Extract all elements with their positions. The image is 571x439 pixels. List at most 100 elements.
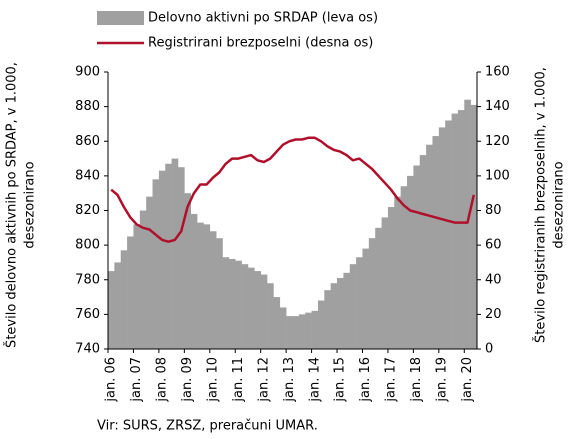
y2-tick-label: 0	[485, 342, 493, 357]
bar	[407, 175, 414, 349]
bar	[394, 196, 401, 349]
line-series	[110, 136, 476, 243]
bar	[146, 196, 153, 349]
x-tick-label: jan. 15	[333, 357, 348, 403]
x-tick-label: jan. 13	[282, 357, 297, 403]
y2-tick-label: 40	[485, 272, 502, 287]
bar	[177, 167, 185, 349]
bar	[165, 163, 172, 349]
bar	[349, 264, 357, 349]
bar	[381, 217, 389, 349]
y2-axis-title: Število registriranih brezposelnih, v 1.…	[533, 67, 549, 343]
x-tick-label: jan. 17	[384, 357, 399, 403]
y-tick-label: 800	[75, 238, 100, 253]
y-tick-label: 780	[75, 272, 100, 287]
bar	[120, 250, 128, 349]
y2-tick-label: 120	[485, 134, 510, 149]
bar	[343, 272, 351, 349]
source-note: Vir: SURS, ZRSZ, preračuni UMAR.	[97, 419, 318, 434]
bar	[127, 236, 134, 349]
bar	[152, 179, 160, 349]
bar	[292, 316, 300, 349]
bar	[228, 258, 236, 349]
bar	[457, 110, 465, 350]
legend-label: Registrirani brezposelni (desna os)	[148, 36, 373, 51]
bar	[197, 222, 204, 349]
y2-tick-label: 100	[485, 168, 510, 183]
bar	[108, 271, 115, 349]
bar	[375, 227, 382, 349]
bar	[368, 238, 376, 349]
y-axis-title: Število delovno aktivnih po SRDAP, v 1.0…	[4, 62, 20, 348]
bar	[114, 262, 122, 349]
y-tick-label: 820	[75, 203, 100, 218]
y-tick-label: 840	[75, 168, 100, 183]
y-tick-label: 760	[75, 307, 100, 322]
x-tick-label: jan. 10	[205, 357, 220, 403]
bar	[419, 155, 427, 349]
x-tick-label: jan. 08	[155, 357, 170, 403]
legend-label: Delovno aktivni po SRDAP (leva os)	[148, 11, 378, 26]
bar	[267, 283, 274, 349]
y2-tick-label: 140	[485, 99, 510, 114]
y2-tick-label: 160	[485, 65, 510, 80]
legend-swatch	[97, 11, 144, 25]
bar	[235, 260, 242, 349]
y-tick-label: 880	[75, 99, 100, 114]
x-tick-label: jan. 20	[460, 357, 475, 403]
bar	[451, 113, 459, 349]
y-tick-label: 900	[75, 65, 100, 80]
bar	[324, 290, 331, 349]
bar	[432, 136, 440, 349]
bar	[203, 224, 211, 349]
bar	[254, 271, 261, 349]
bar	[133, 224, 141, 349]
y2-tick-label: 60	[485, 238, 502, 253]
bar	[222, 257, 230, 349]
x-tick-label: jan. 06	[104, 357, 119, 403]
bar	[260, 274, 268, 349]
bar	[362, 248, 370, 349]
bar	[171, 158, 179, 349]
y-tick-label: 860	[75, 134, 100, 149]
bar	[470, 104, 478, 349]
x-tick-label: jan. 16	[358, 357, 373, 403]
bar	[413, 165, 421, 349]
bar	[184, 193, 192, 349]
bar	[279, 307, 287, 349]
x-tick-label: jan. 14	[307, 357, 322, 403]
bar	[247, 267, 255, 349]
y2-axis-title: desezonirano	[552, 161, 567, 248]
x-tick-label: jan. 11	[231, 357, 246, 403]
x-tick-label: jan. 07	[129, 357, 144, 403]
bar	[356, 257, 363, 349]
bar	[273, 297, 281, 349]
bar	[317, 300, 325, 349]
x-tick-label: jan. 09	[180, 357, 195, 403]
bar	[305, 312, 312, 349]
x-tick-label: jan. 18	[409, 357, 424, 403]
bar	[426, 144, 433, 349]
x-tick-label: jan. 12	[256, 357, 271, 403]
x-tick-label: jan. 19	[435, 357, 450, 403]
y2-tick-label: 20	[485, 307, 502, 322]
y-axis-title: desezonirano	[23, 161, 38, 248]
bar	[298, 314, 306, 349]
bar	[286, 316, 293, 349]
bar	[330, 283, 338, 349]
bar	[438, 127, 446, 350]
bar	[139, 210, 147, 349]
bar	[158, 170, 166, 349]
bar	[464, 99, 471, 349]
bar	[241, 264, 249, 349]
y2-tick-label: 80	[485, 203, 502, 218]
bar	[400, 186, 408, 349]
bar	[337, 278, 344, 349]
y-tick-label: 740	[75, 342, 100, 357]
bar	[209, 231, 217, 349]
bar	[216, 238, 223, 349]
bar	[311, 310, 319, 349]
bar	[445, 120, 452, 349]
bar	[190, 213, 198, 349]
